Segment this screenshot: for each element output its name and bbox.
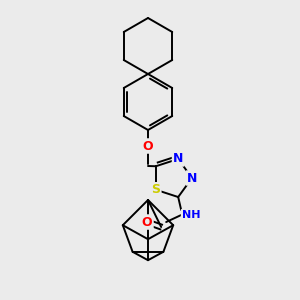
Text: N: N bbox=[187, 172, 197, 184]
Text: S: S bbox=[151, 183, 160, 196]
Text: O: O bbox=[143, 140, 153, 152]
Text: O: O bbox=[142, 215, 152, 229]
Text: N: N bbox=[173, 152, 183, 166]
Text: NH: NH bbox=[182, 210, 200, 220]
